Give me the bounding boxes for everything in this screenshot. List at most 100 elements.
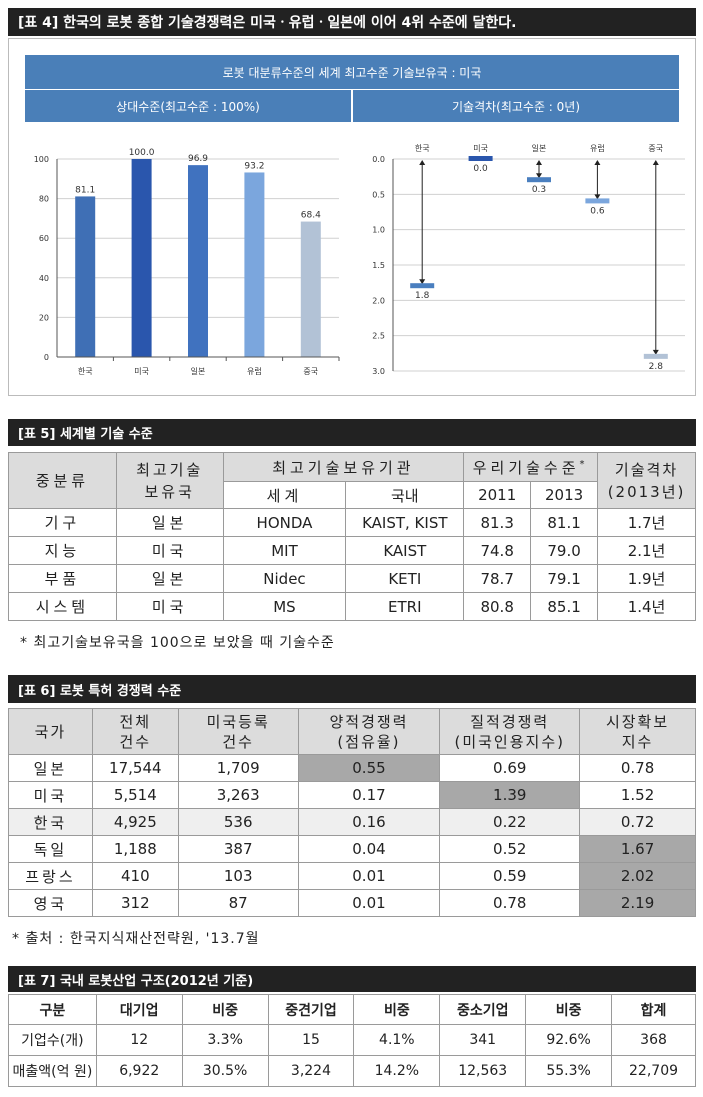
table-cell: Nidec <box>222 564 347 593</box>
table-header-cell: 비중 <box>181 994 269 1025</box>
table-cell: 지능 <box>8 536 117 565</box>
category-label: 중국 <box>648 144 663 153</box>
table-cell: 14.2% <box>353 1055 441 1087</box>
left-chart-title: 상대수준(최고수준 : 100%) <box>25 90 351 122</box>
table-cell: 독일 <box>8 835 93 863</box>
y-tick-label: 20 <box>39 313 49 322</box>
table-row: 매출액(억 원) 6,922 30.5% 3,224 14.2% 12,563 55.3% 2… <box>8 1055 696 1087</box>
gap-value-label: 0.6 <box>590 206 605 216</box>
table-cell: KAIST <box>345 536 465 565</box>
gap-arrow-head <box>594 160 601 165</box>
table-cell: 미국 <box>115 536 224 565</box>
table-cell: 103 <box>177 862 299 890</box>
table-cell: 2.19 <box>579 889 696 917</box>
table-cell: 410 <box>91 862 179 890</box>
header-level-text: 우리기술수준 <box>472 458 580 477</box>
table-cell: 3,224 <box>267 1055 355 1087</box>
table-row: 기업수(개) 12 3.3% 15 4.1% 341 92.6% 368 <box>8 1024 696 1056</box>
bar <box>75 196 96 357</box>
technology-gap-chart: 0.0 0.5 1.0 1.5 2.0 2.5 3.0 한국 1.8 미국 0.0 일본 0.3 유럽 0.… <box>372 144 685 376</box>
table-row: 지능 미국 MIT KAIST 74.8 79.0 2.1년 <box>8 536 696 565</box>
table-cell: 1.9년 <box>597 564 696 593</box>
table-cell: 0.72 <box>579 808 696 836</box>
gap-arrow-head <box>536 173 542 179</box>
bar <box>244 172 265 357</box>
table-cell: 5,514 <box>91 781 179 809</box>
table-row: 영국 312 87 0.01 0.78 2.19 <box>8 889 696 917</box>
table-cell: 74.8 <box>463 536 532 565</box>
table7-header: [표 7] 국내 로봇산업 구조(2012년 기준) <box>8 966 696 992</box>
table6: 국가 전체 건수 미국등록 건수 양적경쟁력 (점유율) 질적경쟁력 (미국인용지수) 시… <box>8 708 696 917</box>
gap-arrow-head <box>652 160 659 165</box>
header-gap: 기술격차 (2013년) <box>597 452 696 509</box>
table-cell: 0.55 <box>297 754 441 782</box>
header-level-mark: * <box>579 458 589 470</box>
table-header-cell: 양적경쟁력 (점유율) <box>297 708 441 755</box>
table-cell: 312 <box>91 889 179 917</box>
y-tick-label: 100 <box>34 155 49 164</box>
header-domestic: 국내 <box>345 481 465 509</box>
table-cell: 12,563 <box>439 1055 527 1087</box>
y-tick-label: 0.0 <box>372 155 385 164</box>
y-tick-label: 1.0 <box>372 226 385 235</box>
table-cell: 55.3% <box>525 1055 613 1087</box>
table-cell: 0.16 <box>297 808 441 836</box>
table-cell: 341 <box>439 1024 527 1056</box>
table-row: 독일 1,188 387 0.04 0.52 1.67 <box>8 835 696 863</box>
gap-value-label: 0.3 <box>532 185 546 195</box>
table-header-cell: 비중 <box>353 994 441 1025</box>
table-cell: HONDA <box>222 508 347 537</box>
table-cell: 536 <box>177 808 299 836</box>
table-header-cell: 미국등록 건수 <box>177 708 299 755</box>
table-header-cell: 전체 건수 <box>91 708 179 755</box>
bar-value-label: 93.2 <box>244 161 264 171</box>
bar-value-label: 68.4 <box>301 211 321 221</box>
table6-header: [표 6] 로봇 특허 경쟁력 수준 <box>8 675 696 703</box>
y-tick-label: 60 <box>39 234 49 243</box>
table-cell: 기구 <box>8 508 117 537</box>
table-cell: 1,188 <box>91 835 179 863</box>
table-cell: 79.1 <box>530 564 599 593</box>
table-cell: 80.8 <box>463 592 532 621</box>
y-tick-label: 40 <box>39 274 49 283</box>
table-cell: 92.6% <box>525 1024 613 1056</box>
table-cell: 0.59 <box>439 862 581 890</box>
table-cell: 0.22 <box>439 808 581 836</box>
gap-arrow-head <box>419 160 426 165</box>
table-cell: 2.1년 <box>597 536 696 565</box>
table-cell: 4.1% <box>353 1024 441 1056</box>
table5: 중분류 최고기술 보유국 최고기술보유기관 우리기술수준* 기술격차 (2013… <box>8 452 696 621</box>
table-cell: 미국 <box>8 781 93 809</box>
table-cell: 387 <box>177 835 299 863</box>
gap-marker <box>585 198 610 204</box>
bar-value-label: 96.9 <box>188 154 208 164</box>
table5-note: * 최고기술보유국을 100으로 보았을 때 기술수준 <box>20 635 335 651</box>
gap-value-label: 2.8 <box>649 362 664 372</box>
table-cell: 79.0 <box>530 536 599 565</box>
table-cell: 일본 <box>8 754 93 782</box>
gap-marker <box>468 156 493 161</box>
table-cell: KAIST, KIST <box>345 508 465 537</box>
table-header-cell: 질적경쟁력 (미국인용지수) <box>439 708 581 755</box>
category-label: 유럽 <box>590 144 605 153</box>
table-row: 일본 17,544 1,709 0.55 0.69 0.78 <box>8 754 696 782</box>
table-cell: 1.67 <box>579 835 696 863</box>
table-cell: 78.7 <box>463 564 532 593</box>
bar <box>131 159 152 357</box>
table-cell: 3.3% <box>181 1024 269 1056</box>
table-cell: MIT <box>222 536 347 565</box>
gap-arrow-head <box>419 279 426 285</box>
category-label: 미국 <box>473 144 488 153</box>
table-cell: 매출액(억 원) <box>8 1055 97 1087</box>
y-tick-label: 2.0 <box>372 296 385 305</box>
table-cell: 미국 <box>115 592 224 621</box>
table-row: 한국 4,925 536 0.16 0.22 0.72 <box>8 808 696 836</box>
header-2011: 2011 <box>463 481 532 509</box>
header-level: 우리기술수준* <box>463 452 599 482</box>
y-tick-label: 1.5 <box>372 261 385 270</box>
category-label: 일본 <box>532 144 547 153</box>
y-tick-label: 2.5 <box>372 332 385 341</box>
x-tick-label: 유럽 <box>247 367 262 376</box>
table-cell: 부품 <box>8 564 117 593</box>
table-cell: 17,544 <box>91 754 179 782</box>
